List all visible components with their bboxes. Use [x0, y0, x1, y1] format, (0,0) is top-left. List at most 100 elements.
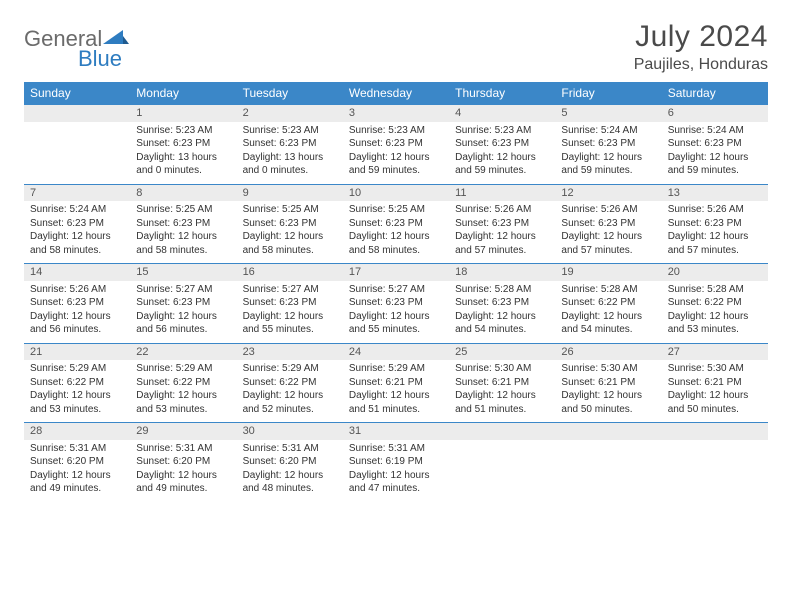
weekday-header: Tuesday — [237, 82, 343, 105]
day-info-line: Sunrise: 5:24 AM — [30, 203, 124, 217]
day-number-cell: 4 — [449, 105, 555, 122]
day-info-line: Daylight: 12 hours — [455, 389, 549, 403]
day-info-line: and 50 minutes. — [668, 403, 762, 417]
day-content-cell: Sunrise: 5:24 AMSunset: 6:23 PMDaylight:… — [24, 201, 130, 264]
day-info-line: Sunset: 6:23 PM — [455, 296, 549, 310]
day-number-cell: 29 — [130, 423, 236, 440]
day-content-cell: Sunrise: 5:23 AMSunset: 6:23 PMDaylight:… — [343, 122, 449, 185]
day-info-line: Sunset: 6:19 PM — [349, 455, 443, 469]
day-info-line: Daylight: 12 hours — [349, 310, 443, 324]
weekday-header: Sunday — [24, 82, 130, 105]
day-number-cell — [662, 423, 768, 440]
day-info-line: Sunrise: 5:26 AM — [668, 203, 762, 217]
day-content-cell: Sunrise: 5:29 AMSunset: 6:21 PMDaylight:… — [343, 360, 449, 423]
day-info-line: and 53 minutes. — [668, 323, 762, 337]
day-info-line: Sunset: 6:23 PM — [561, 137, 655, 151]
day-info-line: Sunrise: 5:24 AM — [668, 124, 762, 138]
weekday-header: Thursday — [449, 82, 555, 105]
day-content-cell: Sunrise: 5:26 AMSunset: 6:23 PMDaylight:… — [662, 201, 768, 264]
day-number-cell: 5 — [555, 105, 661, 122]
day-content-row: Sunrise: 5:29 AMSunset: 6:22 PMDaylight:… — [24, 360, 768, 423]
day-content-cell: Sunrise: 5:23 AMSunset: 6:23 PMDaylight:… — [237, 122, 343, 185]
day-info-line: Sunset: 6:21 PM — [561, 376, 655, 390]
day-info-line: Sunset: 6:23 PM — [349, 137, 443, 151]
day-info-line: Daylight: 12 hours — [561, 389, 655, 403]
day-number-cell: 15 — [130, 264, 236, 281]
day-number-cell: 17 — [343, 264, 449, 281]
day-number-cell: 31 — [343, 423, 449, 440]
day-number-cell: 8 — [130, 184, 236, 201]
day-info-line: and 59 minutes. — [561, 164, 655, 178]
day-info-line: Daylight: 12 hours — [561, 151, 655, 165]
calendar-page: GeneralBlue July 2024 Paujiles, Honduras… — [0, 0, 792, 522]
day-number-cell: 6 — [662, 105, 768, 122]
day-number-cell: 21 — [24, 343, 130, 360]
day-info-line: and 51 minutes. — [455, 403, 549, 417]
day-content-row: Sunrise: 5:23 AMSunset: 6:23 PMDaylight:… — [24, 122, 768, 185]
day-info-line: Daylight: 12 hours — [455, 230, 549, 244]
day-info-line: and 49 minutes. — [30, 482, 124, 496]
day-info-line: Daylight: 12 hours — [349, 389, 443, 403]
day-info-line: Sunset: 6:20 PM — [30, 455, 124, 469]
day-number-cell — [24, 105, 130, 122]
day-info-line: Daylight: 12 hours — [668, 310, 762, 324]
day-content-cell: Sunrise: 5:27 AMSunset: 6:23 PMDaylight:… — [237, 281, 343, 344]
day-info-line: and 59 minutes. — [668, 164, 762, 178]
day-info-line: Sunrise: 5:23 AM — [136, 124, 230, 138]
day-number-row: 123456 — [24, 105, 768, 122]
day-number-cell — [555, 423, 661, 440]
day-number-cell: 30 — [237, 423, 343, 440]
day-info-line: and 0 minutes. — [243, 164, 337, 178]
day-content-row: Sunrise: 5:24 AMSunset: 6:23 PMDaylight:… — [24, 201, 768, 264]
day-content-cell: Sunrise: 5:28 AMSunset: 6:22 PMDaylight:… — [555, 281, 661, 344]
day-info-line: and 57 minutes. — [561, 244, 655, 258]
day-number-cell: 10 — [343, 184, 449, 201]
day-info-line: Sunrise: 5:31 AM — [243, 442, 337, 456]
day-info-line: Daylight: 12 hours — [455, 310, 549, 324]
day-content-cell: Sunrise: 5:24 AMSunset: 6:23 PMDaylight:… — [662, 122, 768, 185]
day-info-line: and 51 minutes. — [349, 403, 443, 417]
day-info-line: Daylight: 12 hours — [243, 230, 337, 244]
logo-text-blue: Blue — [78, 46, 122, 71]
day-info-line: Sunrise: 5:27 AM — [349, 283, 443, 297]
day-info-line: Sunrise: 5:23 AM — [243, 124, 337, 138]
weekday-header-row: Sunday Monday Tuesday Wednesday Thursday… — [24, 82, 768, 105]
day-info-line: Sunset: 6:22 PM — [561, 296, 655, 310]
day-info-line: and 59 minutes. — [455, 164, 549, 178]
day-number-cell: 20 — [662, 264, 768, 281]
location-label: Paujiles, Honduras — [634, 56, 768, 74]
day-info-line: Daylight: 12 hours — [561, 310, 655, 324]
day-content-cell: Sunrise: 5:31 AMSunset: 6:19 PMDaylight:… — [343, 440, 449, 502]
day-info-line: Daylight: 12 hours — [349, 469, 443, 483]
day-number-cell: 19 — [555, 264, 661, 281]
day-number-row: 78910111213 — [24, 184, 768, 201]
day-info-line: Daylight: 12 hours — [136, 230, 230, 244]
day-number-cell: 1 — [130, 105, 236, 122]
day-info-line: Daylight: 12 hours — [668, 151, 762, 165]
day-info-line: Sunset: 6:23 PM — [455, 137, 549, 151]
day-number-cell: 3 — [343, 105, 449, 122]
day-content-cell: Sunrise: 5:31 AMSunset: 6:20 PMDaylight:… — [130, 440, 236, 502]
day-content-cell: Sunrise: 5:27 AMSunset: 6:23 PMDaylight:… — [343, 281, 449, 344]
day-content-cell: Sunrise: 5:26 AMSunset: 6:23 PMDaylight:… — [24, 281, 130, 344]
day-info-line: and 47 minutes. — [349, 482, 443, 496]
header: GeneralBlue July 2024 Paujiles, Honduras — [24, 20, 768, 74]
day-info-line: Sunrise: 5:25 AM — [243, 203, 337, 217]
day-info-line: Sunset: 6:22 PM — [30, 376, 124, 390]
day-info-line: and 0 minutes. — [136, 164, 230, 178]
day-info-line: Sunrise: 5:26 AM — [561, 203, 655, 217]
day-info-line: Sunset: 6:23 PM — [30, 217, 124, 231]
day-info-line: Daylight: 12 hours — [136, 310, 230, 324]
day-number-cell: 9 — [237, 184, 343, 201]
day-info-line: and 56 minutes. — [136, 323, 230, 337]
day-info-line: Daylight: 12 hours — [243, 469, 337, 483]
day-content-cell — [449, 440, 555, 502]
day-info-line: Daylight: 12 hours — [30, 469, 124, 483]
day-info-line: Daylight: 13 hours — [136, 151, 230, 165]
day-content-cell: Sunrise: 5:26 AMSunset: 6:23 PMDaylight:… — [555, 201, 661, 264]
day-info-line: Sunrise: 5:30 AM — [561, 362, 655, 376]
calendar-body: 123456Sunrise: 5:23 AMSunset: 6:23 PMDay… — [24, 105, 768, 502]
day-info-line: Sunset: 6:23 PM — [455, 217, 549, 231]
day-number-row: 28293031 — [24, 423, 768, 440]
day-info-line: and 48 minutes. — [243, 482, 337, 496]
